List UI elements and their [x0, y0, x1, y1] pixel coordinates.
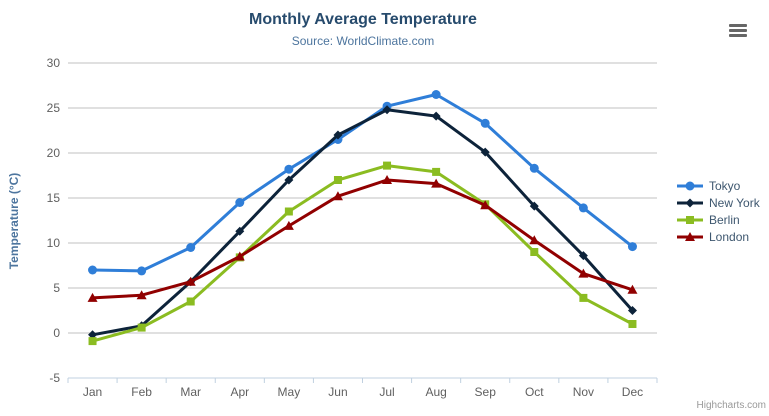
point-tokyo-jan[interactable] [88, 265, 98, 275]
svg-text:10: 10 [47, 236, 61, 250]
svg-text:25: 25 [47, 101, 61, 115]
point-new-york-jun[interactable] [333, 130, 343, 140]
svg-text:Oct: Oct [525, 385, 544, 399]
svg-text:May: May [278, 385, 301, 399]
legend-item-berlin[interactable]: Berlin [676, 211, 760, 228]
svg-text:5: 5 [53, 281, 60, 295]
legend-label: Tokyo [709, 178, 741, 193]
point-berlin-dec[interactable] [628, 320, 637, 328]
square-marker-icon [677, 215, 703, 224]
point-new-york-oct[interactable] [529, 201, 539, 211]
chart-subtitle: Source: WorldClimate.com [291, 34, 435, 48]
diamond-marker-icon [677, 198, 703, 207]
point-london-jul[interactable] [382, 175, 393, 184]
point-london-apr[interactable] [234, 251, 245, 261]
export-menu-button[interactable] [728, 21, 752, 40]
point-tokyo-apr[interactable] [235, 198, 245, 207]
point-tokyo-feb[interactable] [137, 266, 147, 276]
point-berlin-oct[interactable] [530, 248, 539, 256]
point-tokyo-mar[interactable] [186, 243, 196, 252]
svg-text:30: 30 [47, 56, 61, 70]
svg-text:0: 0 [53, 326, 60, 340]
point-new-york-dec[interactable] [627, 306, 637, 315]
point-berlin-nov[interactable] [579, 293, 588, 302]
legend-label: Berlin [709, 212, 740, 227]
point-berlin-jun[interactable] [333, 176, 342, 184]
point-berlin-jan[interactable] [88, 337, 97, 346]
point-tokyo-aug[interactable] [431, 90, 441, 99]
svg-text:Jul: Jul [379, 385, 394, 399]
point-berlin-aug[interactable] [432, 167, 441, 176]
point-london-jan[interactable] [87, 292, 98, 302]
series-london[interactable] [87, 175, 638, 302]
grid-lines [68, 62, 657, 379]
series-new-york[interactable] [88, 105, 637, 340]
point-berlin-mar[interactable] [186, 297, 195, 306]
svg-text:-5: -5 [49, 371, 60, 385]
x-axis-labels: Jan Feb Mar Apr May Jun Jul Aug Sep Oct Nov Dec [83, 385, 643, 399]
legend-item-london[interactable]: London [676, 228, 760, 245]
point-new-york-jul[interactable] [382, 105, 392, 115]
highcharts-credit[interactable]: Highcharts.com [696, 400, 766, 411]
point-berlin-feb[interactable] [137, 323, 146, 332]
point-london-oct[interactable] [529, 235, 540, 245]
point-london-jun[interactable] [332, 191, 343, 201]
svg-text:Apr: Apr [230, 385, 249, 399]
legend-item-new-york[interactable]: New York [676, 194, 760, 211]
point-tokyo-nov[interactable] [578, 203, 588, 213]
svg-text:20: 20 [47, 146, 61, 160]
point-london-aug[interactable] [431, 178, 442, 188]
point-tokyo-sep[interactable] [480, 118, 490, 128]
legend-label: London [709, 229, 750, 244]
chart-title: Monthly Average Temperature [249, 11, 477, 28]
svg-text:Aug: Aug [425, 385, 446, 399]
legend-label: New York [709, 195, 760, 210]
point-new-york-nov[interactable] [578, 251, 588, 261]
svg-text:Feb: Feb [131, 385, 152, 399]
point-tokyo-oct[interactable] [529, 163, 539, 173]
point-new-york-jan[interactable] [88, 330, 98, 340]
triangle-marker-icon [677, 231, 703, 241]
legend: Tokyo New York Berlin London [676, 177, 760, 245]
point-tokyo-dec[interactable] [627, 242, 637, 252]
point-london-may[interactable] [283, 220, 294, 230]
circle-marker-icon [677, 181, 703, 190]
point-london-mar[interactable] [185, 276, 196, 286]
point-london-sep[interactable] [480, 200, 491, 210]
point-london-dec[interactable] [627, 284, 638, 294]
point-london-nov[interactable] [578, 268, 589, 278]
point-new-york-sep[interactable] [480, 147, 490, 157]
svg-text:Jun: Jun [328, 385, 347, 399]
svg-text:Mar: Mar [180, 385, 201, 399]
svg-text:Jan: Jan [83, 385, 102, 399]
svg-text:Sep: Sep [475, 385, 497, 399]
series-tokyo[interactable] [88, 90, 637, 276]
point-new-york-apr[interactable] [235, 226, 245, 236]
point-tokyo-may[interactable] [284, 164, 294, 174]
point-new-york-aug[interactable] [431, 111, 441, 121]
point-berlin-may[interactable] [284, 207, 293, 216]
svg-text:Dec: Dec [622, 385, 643, 399]
point-new-york-may[interactable] [284, 175, 294, 185]
point-london-feb[interactable] [136, 290, 147, 300]
point-berlin-jul[interactable] [383, 161, 392, 170]
legend-item-tokyo[interactable]: Tokyo [676, 177, 760, 194]
x-axis [67, 377, 658, 383]
y-axis-labels: -5 0 5 10 15 20 25 30 [47, 56, 61, 385]
svg-text:15: 15 [47, 191, 61, 205]
svg-text:Nov: Nov [573, 385, 594, 399]
